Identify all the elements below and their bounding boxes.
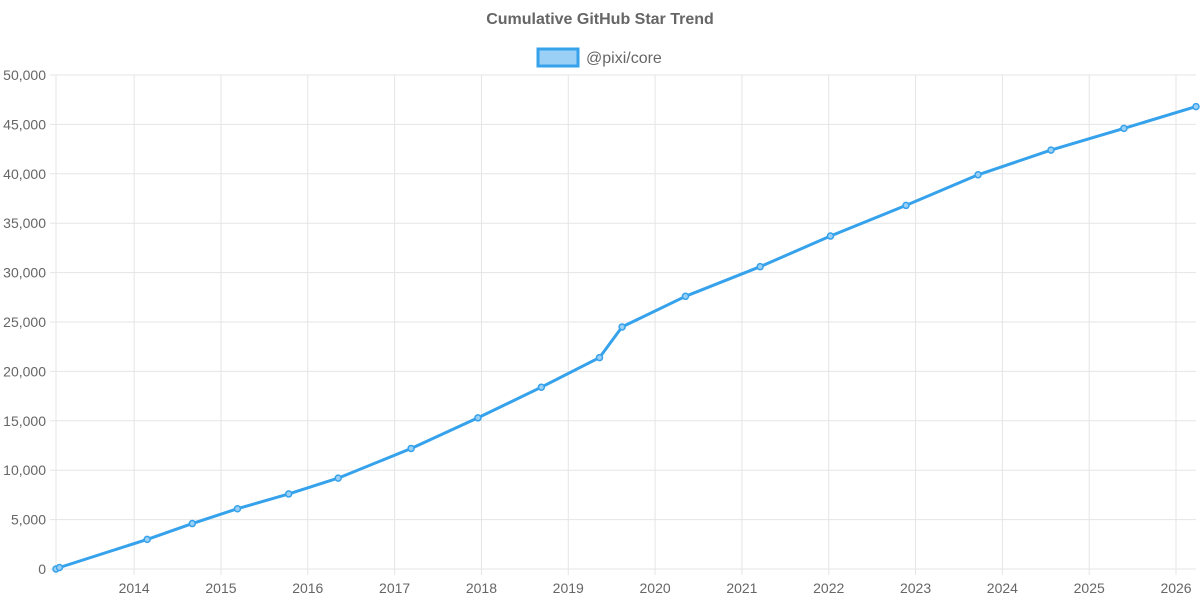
series-line — [54, 105, 1198, 571]
data-point[interactable] — [143, 535, 151, 544]
y-tick-label: 0 — [38, 561, 46, 577]
data-point[interactable] — [595, 353, 604, 362]
series — [52, 102, 1200, 573]
data-point[interactable] — [1047, 146, 1055, 154]
data-point[interactable] — [233, 504, 242, 513]
legend-label[interactable]: @pixi/core — [586, 50, 662, 67]
legend-swatch[interactable] — [536, 47, 580, 68]
x-tick-label: 2024 — [987, 580, 1018, 596]
x-tick-label: 2021 — [726, 580, 757, 596]
x-tick-label: 2016 — [292, 580, 323, 596]
x-tick-label: 2022 — [813, 580, 844, 596]
y-tick-label: 10,000 — [3, 462, 46, 478]
data-point[interactable] — [1120, 124, 1128, 133]
data-point[interactable] — [1192, 102, 1200, 111]
x-tick-label: 2019 — [553, 580, 584, 596]
data-point[interactable] — [188, 519, 197, 528]
data-point[interactable] — [474, 414, 482, 422]
x-tick-label: 2026 — [1160, 580, 1191, 596]
data-point[interactable] — [55, 563, 64, 572]
x-tick-label: 2017 — [379, 580, 410, 596]
data-point[interactable] — [902, 201, 910, 210]
x-tick-label: 2020 — [640, 580, 671, 596]
x-tick-label: 2018 — [466, 580, 497, 596]
data-point[interactable] — [974, 171, 982, 179]
chart-title: Cumulative GitHub Star Trend — [486, 11, 714, 28]
legend[interactable]: @pixi/core — [536, 47, 662, 68]
axes: 0 5,000 10,000 15,000 20,000 25,000 30,000 35,0… — [3, 67, 1192, 596]
y-tick-label: 15,000 — [3, 413, 46, 429]
x-tick-label: 2023 — [900, 580, 931, 596]
x-tick-label: 2014 — [119, 580, 150, 596]
y-tick-label: 35,000 — [3, 215, 46, 231]
data-point[interactable] — [537, 383, 546, 391]
data-point[interactable] — [407, 444, 415, 453]
data-point[interactable] — [826, 232, 835, 240]
y-tick-label: 50,000 — [3, 67, 46, 83]
x-tick-label: 2025 — [1074, 580, 1105, 596]
y-tick-label: 5,000 — [11, 512, 46, 528]
data-point[interactable] — [681, 292, 690, 301]
grid — [50, 74, 1196, 575]
data-point[interactable] — [618, 323, 626, 331]
y-tick-label: 20,000 — [3, 363, 46, 379]
data-point[interactable] — [334, 474, 342, 482]
data-point[interactable] — [756, 262, 764, 271]
y-tick-label: 45,000 — [3, 116, 46, 132]
x-tick-label: 2015 — [205, 580, 236, 596]
y-tick-label: 40,000 — [3, 166, 46, 182]
y-tick-label: 30,000 — [3, 265, 46, 281]
y-tick-label: 25,000 — [3, 314, 46, 330]
data-point[interactable] — [284, 490, 293, 498]
